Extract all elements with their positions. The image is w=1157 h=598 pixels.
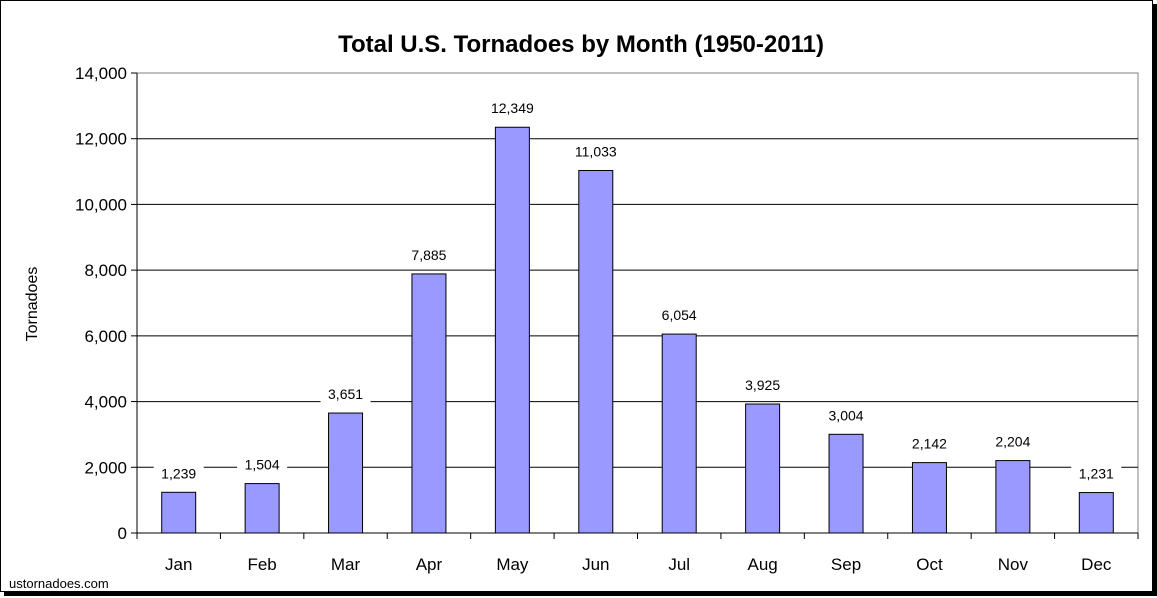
x-tick-label: Jan (165, 555, 192, 574)
data-labels: 1,239 1,504 3,651 7,885 12,349 11,033 6,054 3,9… (153, 99, 1122, 484)
bar-oct (911, 462, 947, 534)
y-tick-label: 10,000 (75, 195, 127, 214)
data-label-bg (403, 245, 454, 265)
bar-aug (745, 403, 781, 534)
data-label-bg (1071, 464, 1122, 484)
data-label: 2,204 (995, 434, 1030, 450)
data-label-bg (153, 464, 204, 484)
x-axis-ticks: Jan Feb Mar Apr May Jun Jul Aug Sep Oct Nov Dec (136, 533, 1139, 574)
data-label: 1,239 (161, 465, 196, 481)
x-tick-label: Nov (998, 555, 1029, 574)
data-label-bg (904, 434, 955, 454)
source-credit: ustornadoes.com (9, 576, 109, 591)
data-label-bg (821, 406, 872, 426)
data-label-bg (654, 306, 705, 326)
data-label: 11,033 (575, 143, 617, 159)
bar-mar (328, 412, 364, 534)
data-label: 7,885 (411, 247, 446, 263)
x-tick-label: Apr (416, 555, 443, 574)
data-label-bg (987, 432, 1038, 452)
y-tick-label: 6,000 (84, 327, 127, 346)
y-tick-label: 0 (118, 524, 127, 543)
y-tick-label: 4,000 (84, 393, 127, 412)
bar-may (494, 126, 530, 534)
data-label: 1,231 (1079, 466, 1114, 482)
data-label: 3,925 (745, 377, 780, 393)
bars (161, 126, 1114, 534)
bar-apr (411, 273, 447, 534)
data-label: 12,349 (491, 100, 534, 116)
bar-sep (828, 433, 864, 534)
data-label-bg (737, 376, 788, 396)
chart-title: Total U.S. Tornadoes by Month (1950-2011… (338, 31, 824, 58)
y-axis-label: Tornadoes (24, 267, 41, 342)
x-tick-label: Dec (1081, 555, 1112, 574)
x-tick-label: Oct (916, 555, 943, 574)
x-tick-label: Mar (331, 555, 361, 574)
data-label: 2,142 (912, 436, 947, 452)
bar-jul (661, 333, 697, 534)
x-tick-label: Jun (582, 555, 609, 574)
data-label-bg (237, 455, 288, 475)
data-label: 1,504 (245, 457, 280, 473)
x-tick-label: Jul (668, 555, 690, 574)
gridlines (137, 138, 1138, 468)
y-tick-label: 8,000 (84, 261, 127, 280)
data-label-bg (566, 142, 625, 162)
x-tick-label: Aug (748, 555, 778, 574)
bar-jan (161, 491, 197, 534)
bar-nov (995, 460, 1031, 534)
bar-feb (244, 483, 280, 534)
y-tick-label: 12,000 (75, 130, 127, 149)
bar-jun (578, 169, 614, 534)
x-tick-label: Feb (247, 555, 276, 574)
y-axis-ticks: 0 2,000 4,000 6,000 8,000 10,000 12,000 14,000 (75, 64, 137, 543)
data-label-bg (320, 385, 371, 405)
y-tick-label: 14,000 (75, 64, 127, 83)
x-tick-label: May (496, 555, 529, 574)
x-tick-label: Sep (831, 555, 861, 574)
data-label: 6,054 (662, 307, 697, 323)
data-label-bg (483, 99, 542, 119)
y-tick-label: 2,000 (84, 458, 127, 477)
plot-area (136, 72, 1139, 534)
bar-dec (1078, 492, 1114, 534)
data-label: 3,651 (328, 386, 363, 402)
data-label: 3,004 (829, 407, 864, 423)
